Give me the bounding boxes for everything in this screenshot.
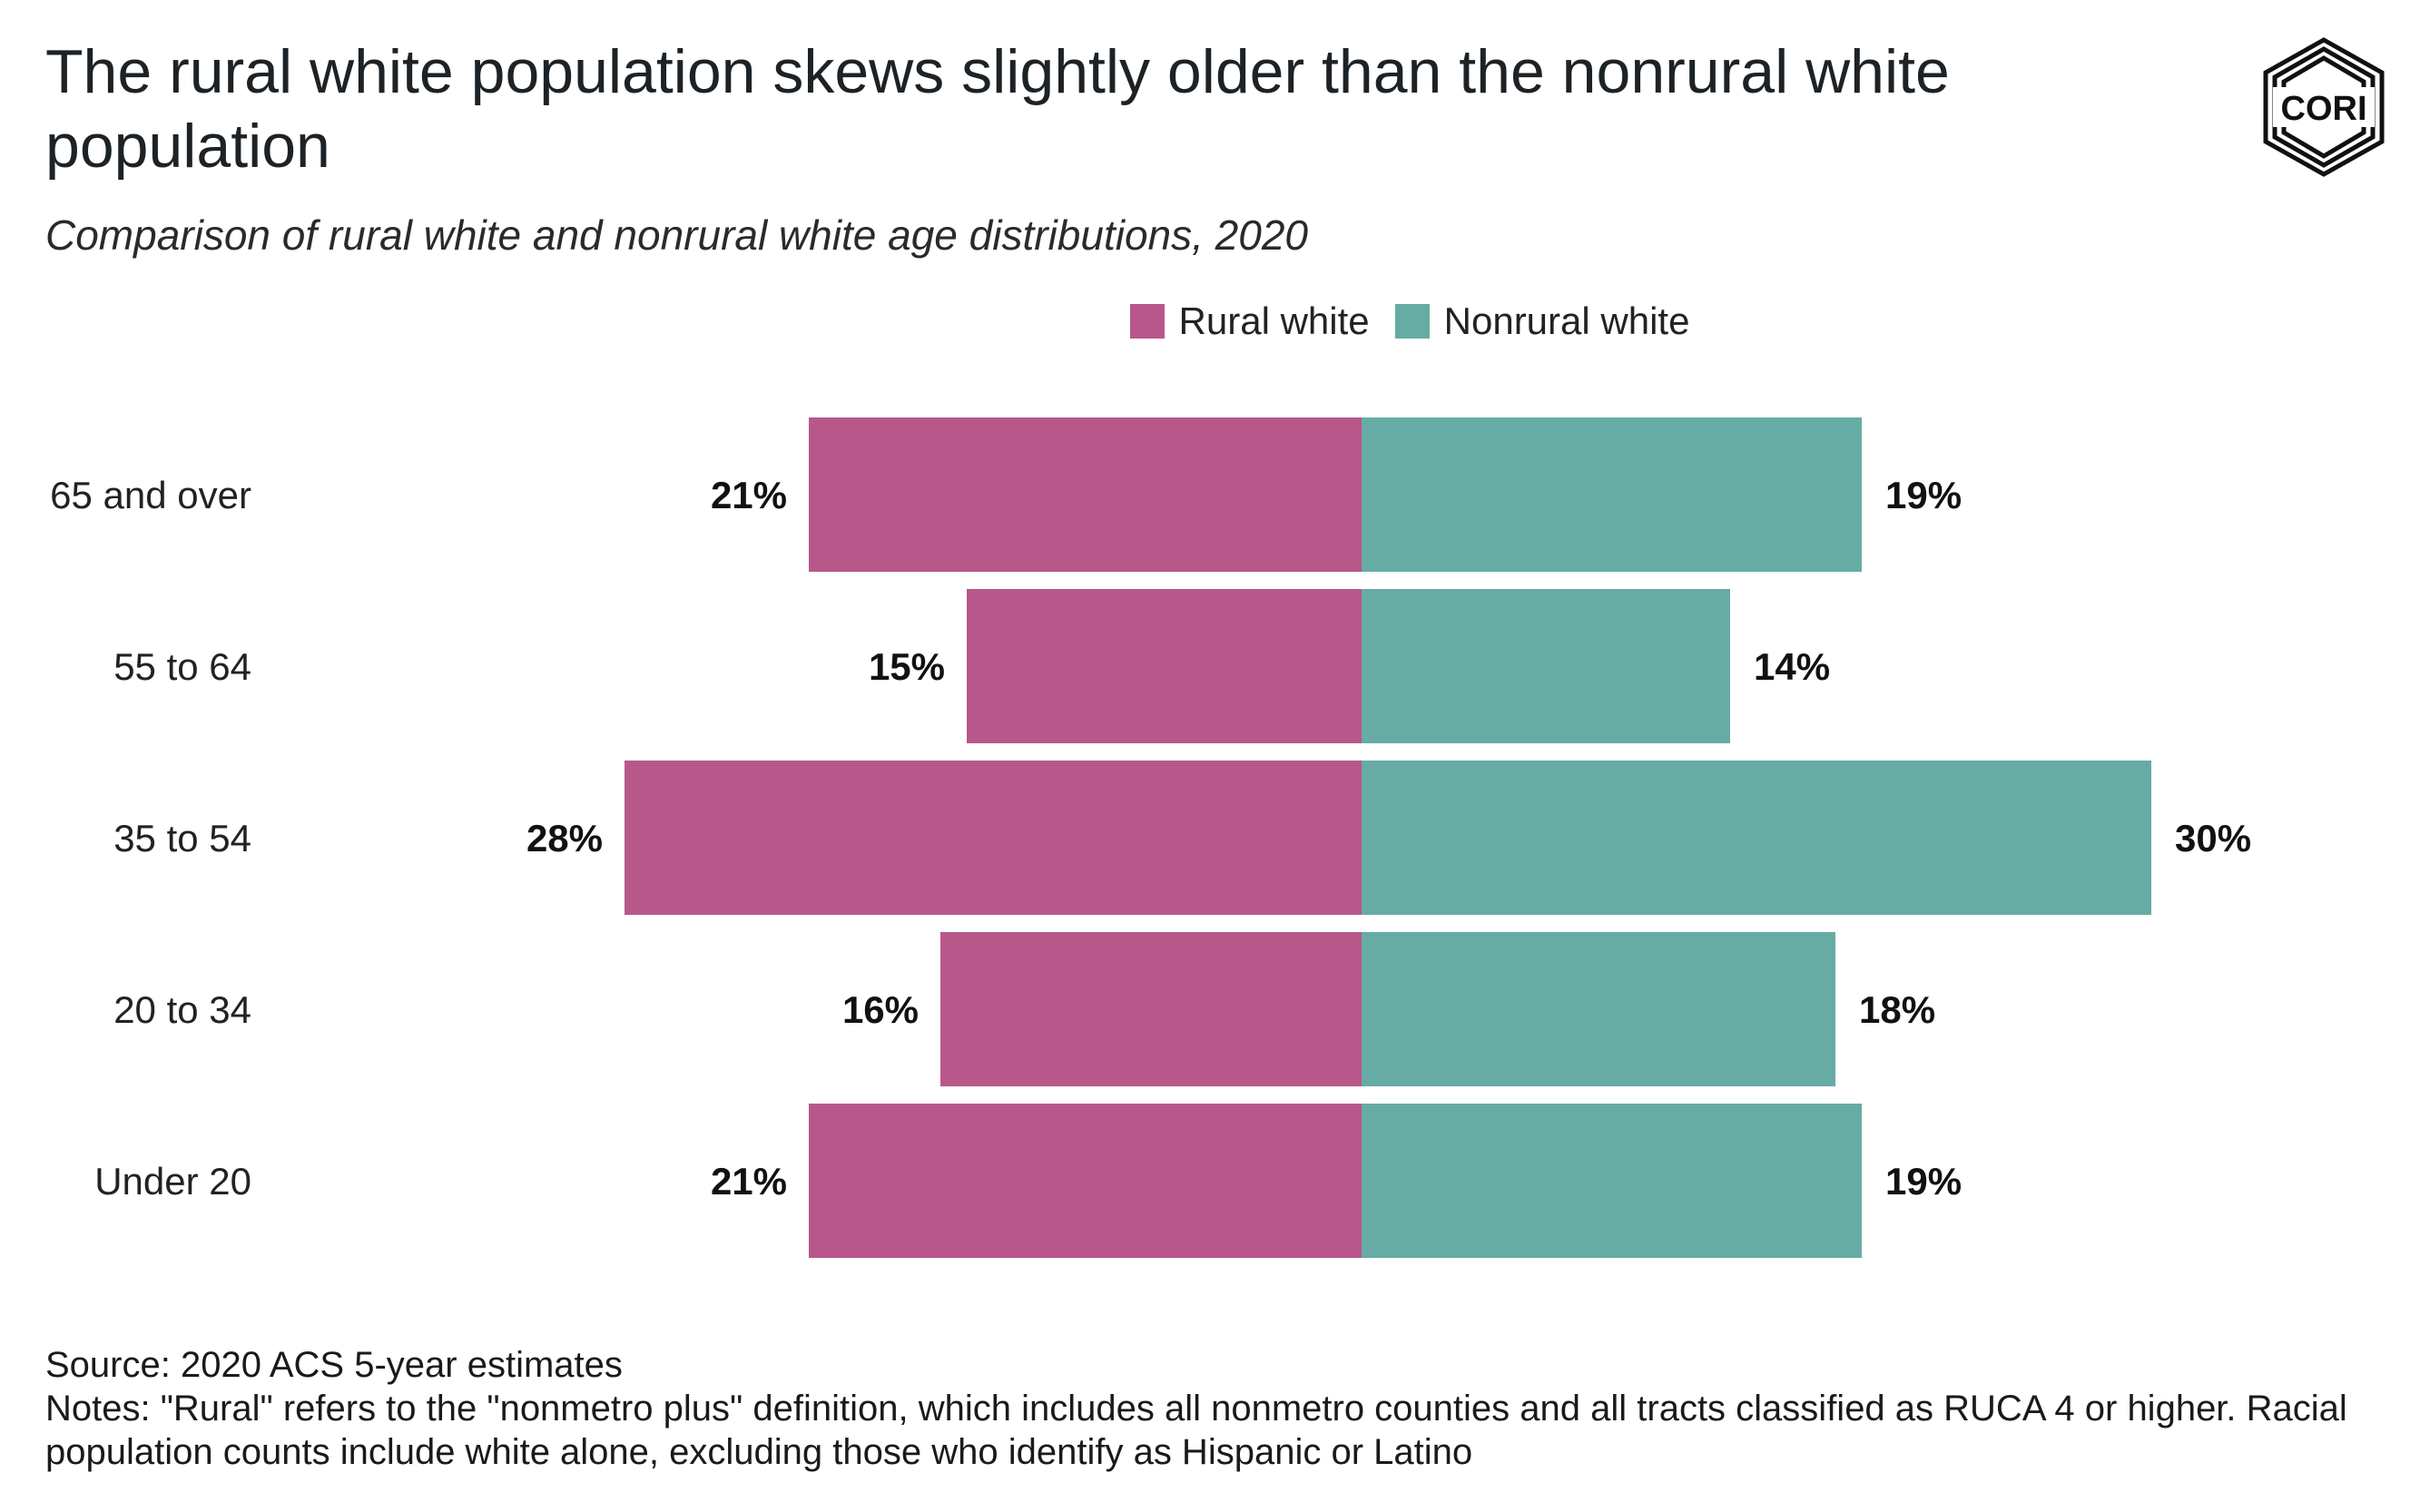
bar-nonrural-65-and-over [1362, 417, 1862, 572]
value-label-nonrural-65-and-over: 19% [1885, 474, 1962, 516]
category-label-65-and-over: 65 and over [50, 474, 251, 516]
value-label-nonrural-55-to-64: 14% [1754, 645, 1830, 688]
legend-swatch-rural [1129, 304, 1165, 339]
category-label-55-to-64: 55 to 64 [113, 645, 251, 688]
value-label-nonrural-under-20: 19% [1885, 1160, 1962, 1203]
bar-nonrural-35-to-54 [1362, 761, 2151, 915]
legend-item-nonrural: Nonrural white [1394, 299, 1690, 343]
chart-title: The rural white population skews slightl… [45, 37, 1950, 181]
bar-nonrural-under-20 [1362, 1104, 1862, 1258]
diverging-bar-chart: 65 and over 21% 19% 55 to 64 15% 14% 35 to 54 2… [50, 417, 2251, 1258]
logo-text: CORI [2281, 90, 2367, 128]
value-label-nonrural-35-to-54: 30% [2175, 817, 2251, 859]
bar-rural-under-20 [809, 1104, 1362, 1258]
value-label-rural-20-to-34: 16% [842, 988, 919, 1031]
notes: Notes: "Rural" refers to the "nonmetro p… [45, 1389, 2347, 1472]
chart-subtitle: Comparison of rural white and nonrural w… [45, 211, 1309, 259]
legend-label-nonrural: Nonrural white [1443, 299, 1690, 342]
cori-logo: CORI [2263, 37, 2385, 177]
legend-item-rural: Rural white [1129, 299, 1370, 343]
legend-label-rural: Rural white [1178, 299, 1370, 342]
value-label-rural-35-to-54: 28% [526, 817, 603, 859]
category-label-35-to-54: 35 to 54 [113, 817, 251, 859]
legend: Rural white Nonrural white [0, 299, 2420, 343]
value-label-nonrural-20-to-34: 18% [1859, 988, 1935, 1031]
value-label-rural-55-to-64: 15% [869, 645, 945, 688]
category-label-under-20: Under 20 [94, 1160, 251, 1203]
footer: Source: 2020 ACS 5-year estimates Notes:… [45, 1343, 2369, 1474]
category-label-20-to-34: 20 to 34 [113, 988, 251, 1031]
value-label-rural-65-and-over: 21% [711, 474, 787, 516]
bar-rural-20-to-34 [940, 932, 1362, 1086]
bar-nonrural-20-to-34 [1362, 932, 1835, 1086]
bar-rural-35-to-54 [625, 761, 1362, 915]
source-note: Source: 2020 ACS 5-year estimates [45, 1345, 623, 1385]
bar-rural-65-and-over [809, 417, 1362, 572]
bar-rural-55-to-64 [967, 589, 1362, 743]
bar-nonrural-55-to-64 [1362, 589, 1730, 743]
value-label-rural-under-20: 21% [711, 1160, 787, 1203]
legend-swatch-nonrural [1394, 304, 1430, 339]
